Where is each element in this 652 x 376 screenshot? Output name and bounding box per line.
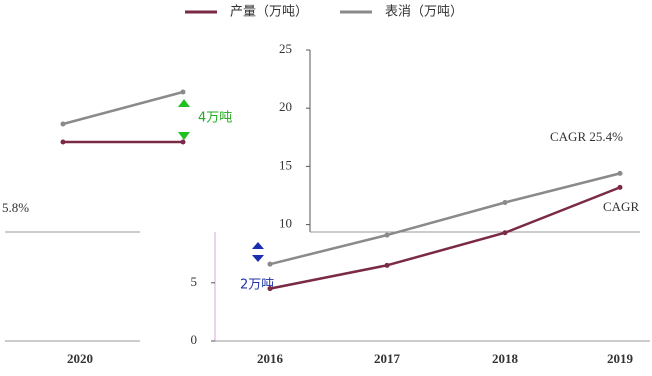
series-line xyxy=(62,90,184,126)
point xyxy=(617,184,623,190)
annotation: 2万吨 xyxy=(240,278,274,293)
point xyxy=(180,89,186,95)
legend-label: 产量（万吨） xyxy=(230,5,308,20)
point xyxy=(384,262,390,268)
arrow xyxy=(178,132,190,140)
y-tick-label: 25 xyxy=(279,41,292,56)
arrow xyxy=(178,99,190,107)
point xyxy=(180,139,186,145)
x-tick-label: 2018 xyxy=(492,351,519,366)
annotation: CAGR 25.4% xyxy=(550,129,623,144)
y-tick-label: 5 xyxy=(191,274,198,289)
legend-label: 表消（万吨） xyxy=(385,5,463,20)
annotation: 5.8% xyxy=(2,200,29,215)
x-tick-label: 2017 xyxy=(374,351,401,366)
arrow xyxy=(252,242,264,249)
point xyxy=(267,261,273,267)
y-tick-label: 0 xyxy=(191,332,198,347)
point xyxy=(502,230,508,236)
point xyxy=(617,170,623,176)
y-tick-label: 10 xyxy=(279,216,292,231)
x-tick-label: 2016 xyxy=(257,351,284,366)
point xyxy=(384,232,390,238)
point xyxy=(267,286,273,292)
series-line xyxy=(269,186,621,290)
annotation: 4万吨 xyxy=(198,111,232,126)
arrow xyxy=(252,255,264,262)
series-line xyxy=(269,172,621,266)
x-tick-label: 2020 xyxy=(67,351,93,366)
point xyxy=(502,199,508,205)
point xyxy=(60,139,66,145)
y-tick-label: 15 xyxy=(279,157,292,172)
y-tick-label: 20 xyxy=(279,99,292,114)
x-tick-label: 2019 xyxy=(607,351,634,366)
point xyxy=(60,121,66,127)
annotation: CAGR xyxy=(603,199,639,214)
